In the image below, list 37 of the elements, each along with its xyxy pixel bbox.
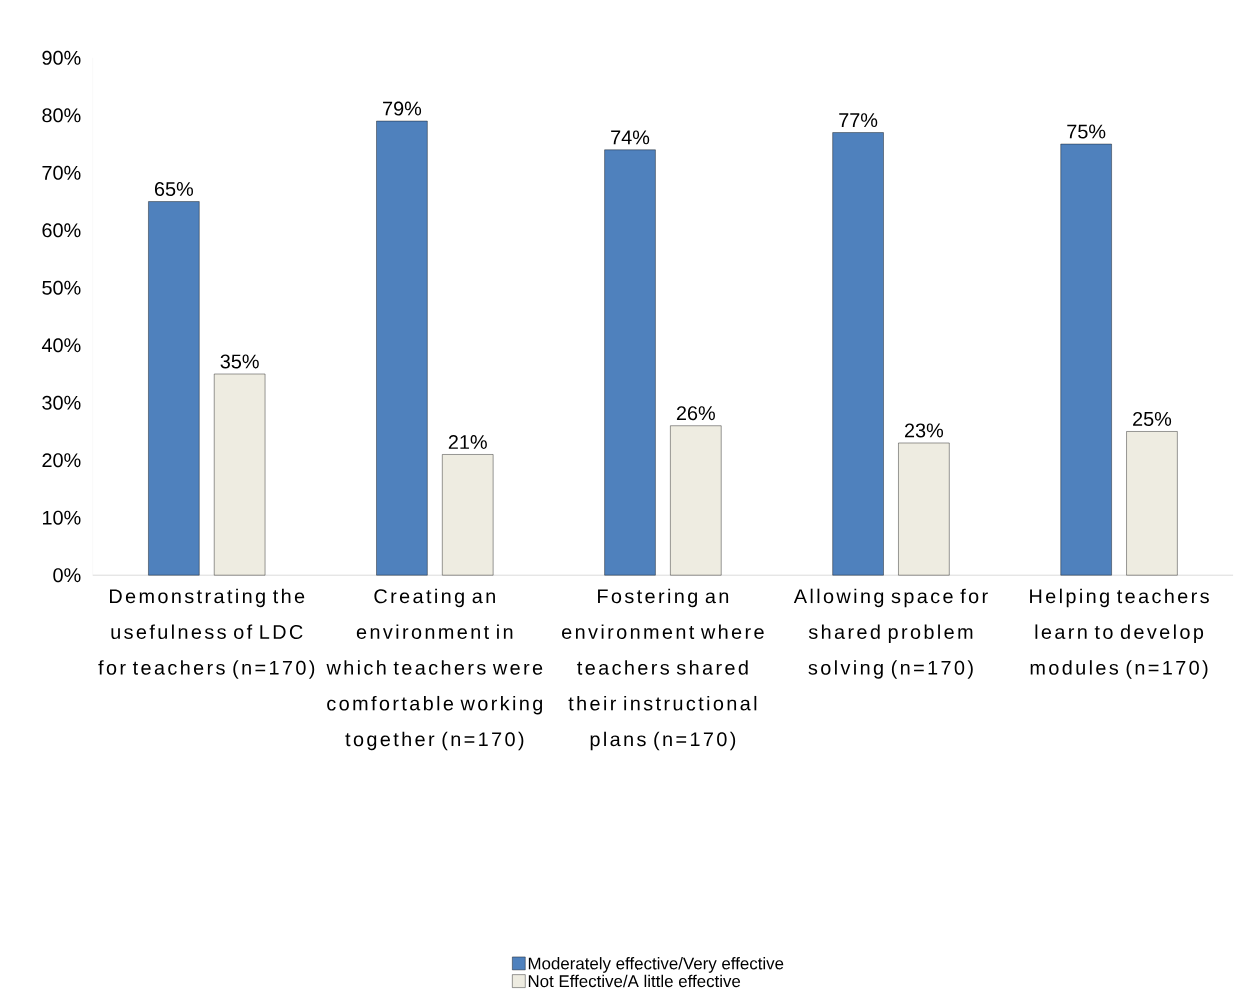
bar [1126, 431, 1178, 576]
y-tick-label: 50% [42, 280, 81, 295]
bar [214, 373, 266, 576]
y-tick-label: 0% [53, 568, 81, 583]
data-label: 77% [839, 113, 878, 128]
y-tick-label: 70% [42, 165, 81, 180]
data-label: 23% [905, 423, 944, 438]
bar [442, 454, 494, 576]
y-tick-label: 60% [42, 223, 81, 238]
y-tick-label: 40% [41, 338, 81, 353]
bar [604, 149, 656, 576]
y-tick-label: 90% [42, 50, 81, 65]
bar [898, 442, 950, 576]
data-label: 25% [1133, 412, 1172, 427]
data-label: 26% [676, 406, 715, 421]
data-label: 79% [383, 101, 422, 116]
bar [670, 425, 722, 576]
y-tick-label: 20% [42, 453, 81, 468]
y-tick-label: 10% [42, 510, 81, 525]
x-tick-label: Demonstrating the usefulness of LDC for teachers (n=170) [98, 588, 315, 679]
data-label: 74% [611, 130, 650, 145]
y-tick-label: 30% [42, 395, 81, 410]
bar [832, 132, 884, 576]
bar [376, 120, 428, 576]
bar [1060, 143, 1112, 576]
x-tick-label: Allowing space for shared problem solving (n=170) [793, 588, 988, 679]
x-tick-label: Helping teachers learn to develop modules (n=170) [1030, 588, 1209, 679]
x-tick-label: Creating an environment in which teachers were comfortable working together (n=170) [326, 588, 543, 751]
x-tick-label: Fostering an environment where teachers shared their instructional plans (n=170) [562, 588, 764, 751]
y-tick-label: 80% [42, 108, 81, 123]
data-label: 21% [448, 435, 487, 450]
bar [148, 201, 200, 576]
legend-label: Moderately effective/Very effective [528, 957, 784, 973]
data-label: 35% [220, 354, 259, 369]
legend-label: Not Effective/A little effective [528, 974, 741, 988]
data-label: 65% [154, 182, 194, 197]
data-label: 75% [1067, 124, 1106, 139]
